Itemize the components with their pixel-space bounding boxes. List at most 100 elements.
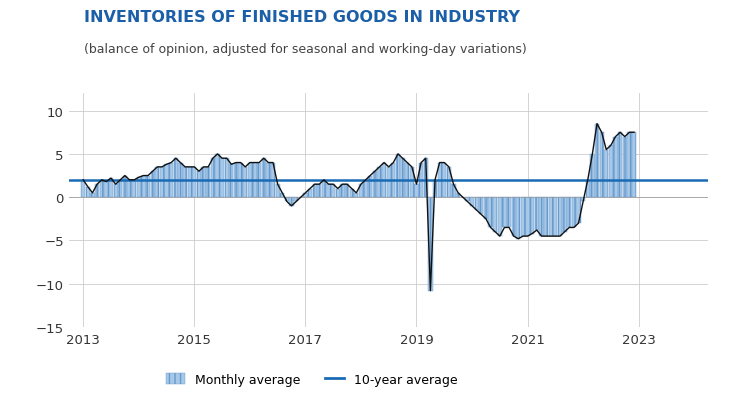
Bar <box>326 185 331 198</box>
Bar <box>312 185 317 198</box>
Bar <box>595 124 599 198</box>
Bar <box>123 176 127 198</box>
Bar <box>294 198 299 202</box>
Bar <box>359 185 363 198</box>
Bar <box>354 193 358 198</box>
Bar <box>234 163 238 198</box>
Bar <box>456 193 461 198</box>
Bar <box>275 185 280 198</box>
Text: INVENTORIES OF FINISHED GOODS IN INDUSTRY: INVENTORIES OF FINISHED GOODS IN INDUSTR… <box>84 10 520 25</box>
Bar <box>160 167 164 198</box>
Bar <box>498 198 502 236</box>
Bar <box>396 155 400 198</box>
Bar <box>169 163 173 198</box>
Bar <box>174 159 178 198</box>
Bar <box>150 172 155 198</box>
Text: (balance of opinion, adjusted for seasonal and working-day variations): (balance of opinion, adjusted for season… <box>84 43 527 56</box>
Bar <box>585 180 590 198</box>
Bar <box>599 133 604 198</box>
Legend: Monthly average, 10-year average: Monthly average, 10-year average <box>166 373 458 386</box>
Bar <box>479 198 483 215</box>
Bar <box>530 198 534 234</box>
Bar <box>604 150 608 198</box>
Bar <box>572 198 576 228</box>
Bar <box>470 198 474 206</box>
Bar <box>118 180 123 198</box>
Bar <box>91 193 95 198</box>
Bar <box>437 163 442 198</box>
Bar <box>451 185 456 198</box>
Bar <box>345 185 349 198</box>
Bar <box>613 137 618 198</box>
Bar <box>146 176 150 198</box>
Bar <box>211 159 215 198</box>
Bar <box>85 187 90 198</box>
Bar <box>253 163 257 198</box>
Bar <box>405 163 410 198</box>
Bar <box>391 163 396 198</box>
Bar <box>364 180 368 198</box>
Bar <box>350 189 354 198</box>
Bar <box>308 189 312 198</box>
Bar <box>534 198 539 231</box>
Bar <box>104 182 109 198</box>
Bar <box>95 185 99 198</box>
Bar <box>433 180 437 198</box>
Bar <box>322 180 326 198</box>
Bar <box>382 163 386 198</box>
Bar <box>544 198 548 236</box>
Bar <box>539 198 544 236</box>
Bar <box>632 133 636 198</box>
Bar <box>225 159 228 198</box>
Bar <box>558 198 562 236</box>
Bar <box>137 178 141 198</box>
Bar <box>229 165 234 198</box>
Bar <box>623 137 627 198</box>
Bar <box>142 176 145 198</box>
Bar <box>201 167 206 198</box>
Bar <box>410 167 414 198</box>
Bar <box>109 179 113 198</box>
Bar <box>285 198 289 202</box>
Bar <box>247 163 252 198</box>
Bar <box>178 163 182 198</box>
Bar <box>591 155 594 198</box>
Bar <box>155 167 159 198</box>
Bar <box>220 159 224 198</box>
Bar <box>303 193 307 198</box>
Bar <box>553 198 558 236</box>
Bar <box>243 167 247 198</box>
Bar <box>368 176 372 198</box>
Bar <box>271 163 275 198</box>
Bar <box>239 163 243 198</box>
Bar <box>627 133 631 198</box>
Bar <box>488 198 493 228</box>
Bar <box>377 167 382 198</box>
Bar <box>266 163 271 198</box>
Bar <box>132 180 137 198</box>
Bar <box>401 159 404 198</box>
Bar <box>113 185 118 198</box>
Bar <box>507 198 511 228</box>
Bar <box>512 198 516 236</box>
Bar <box>609 146 613 198</box>
Bar <box>516 198 520 239</box>
Bar <box>526 198 530 236</box>
Bar <box>549 198 553 236</box>
Bar <box>289 198 293 206</box>
Bar <box>164 165 169 198</box>
Bar <box>188 167 192 198</box>
Bar <box>373 172 377 198</box>
Bar <box>280 193 285 198</box>
Bar <box>563 198 566 232</box>
Bar <box>442 163 447 198</box>
Bar <box>429 198 432 291</box>
Bar <box>581 198 585 202</box>
Bar <box>567 198 572 228</box>
Bar <box>317 185 321 198</box>
Bar <box>520 198 525 236</box>
Bar <box>465 198 469 202</box>
Bar <box>206 167 210 198</box>
Bar <box>336 189 340 198</box>
Bar <box>502 198 507 228</box>
